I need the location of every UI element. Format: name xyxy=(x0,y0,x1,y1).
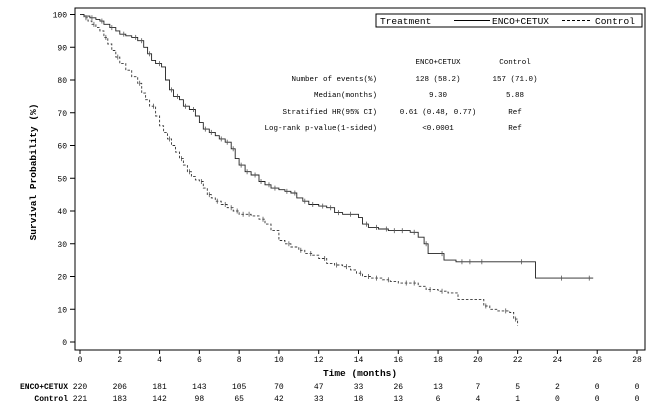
y-tick-label: 60 xyxy=(57,143,67,152)
x-tick-label: 20 xyxy=(473,356,483,365)
risk-count: 221 xyxy=(73,395,88,404)
risk-count: 6 xyxy=(436,395,441,404)
stats-row-value-enco-cetux: 9.30 xyxy=(429,92,448,100)
risk-count: 105 xyxy=(232,383,247,392)
risk-count: 65 xyxy=(234,395,244,404)
risk-count: 142 xyxy=(152,395,167,404)
risk-count: 0 xyxy=(595,383,600,392)
y-tick-label: 90 xyxy=(57,44,67,53)
stats-header-control: Control xyxy=(499,59,531,67)
legend-box: Treatment ENCO+CETUX Control xyxy=(375,13,643,28)
risk-count: 4 xyxy=(475,395,480,404)
y-axis-label: Survival Probability (%) xyxy=(28,104,39,241)
risk-count: 0 xyxy=(555,395,560,404)
stats-row-value-enco-cetux: 128 (58.2) xyxy=(415,76,460,84)
risk-count: 5 xyxy=(515,383,520,392)
risk-count: 181 xyxy=(152,383,167,392)
risk-count: 33 xyxy=(314,395,324,404)
risk-count: 47 xyxy=(314,383,324,392)
x-tick-label: 28 xyxy=(632,356,642,365)
x-tick-label: 2 xyxy=(117,356,122,365)
risk-count: 143 xyxy=(192,383,207,392)
y-tick-label: 20 xyxy=(57,274,67,283)
y-axis: 0 10 20 30 40 50 60 70 80 90 100 xyxy=(53,12,75,348)
x-tick-label: 26 xyxy=(592,356,602,365)
x-tick-label: 10 xyxy=(274,356,284,365)
risk-count: 18 xyxy=(354,395,364,404)
x-axis: 0 2 4 6 8 10 12 14 16 18 20 22 24 26 28 xyxy=(78,350,642,365)
y-tick-label: 10 xyxy=(57,306,67,315)
risk-row-label-control: Control xyxy=(34,395,68,404)
legend-label-control: Control xyxy=(595,16,635,27)
stats-row-value-control: 157 (71.0) xyxy=(492,76,537,84)
stats-row-value-control: Ref xyxy=(508,125,522,133)
x-axis-label: Time (months) xyxy=(323,368,397,379)
risk-count: 183 xyxy=(113,395,128,404)
risk-count: 33 xyxy=(354,383,364,392)
risk-count: 42 xyxy=(274,395,284,404)
plot-frame xyxy=(74,7,646,351)
y-tick-label: 80 xyxy=(57,77,67,86)
y-tick-label: 70 xyxy=(57,110,67,119)
risk-count: 7 xyxy=(475,383,480,392)
y-tick-label: 30 xyxy=(57,241,67,250)
y-tick-label: 100 xyxy=(53,12,68,21)
legend-frame xyxy=(375,13,643,28)
y-tick-label: 40 xyxy=(57,208,67,217)
stats-row-value-enco-cetux: 0.61 (0.48, 0.77) xyxy=(400,109,477,117)
risk-count: 0 xyxy=(595,395,600,404)
risk-count: 70 xyxy=(274,383,284,392)
x-tick-label: 4 xyxy=(157,356,162,365)
x-tick-label: 24 xyxy=(553,356,563,365)
risk-count: 0 xyxy=(635,395,640,404)
risk-count: 13 xyxy=(433,383,443,392)
stats-row-label: Number of events(%) xyxy=(291,76,377,84)
legend-label-enco-cetux: ENCO+CETUX xyxy=(492,16,549,27)
risk-count: 1 xyxy=(515,395,520,404)
km-curve-enco-cetux xyxy=(80,14,594,279)
risk-count: 2 xyxy=(555,383,560,392)
x-tick-label: 8 xyxy=(237,356,242,365)
x-tick-label: 12 xyxy=(314,356,324,365)
stats-row-label: Median(months) xyxy=(314,92,377,100)
x-tick-label: 14 xyxy=(354,356,364,365)
risk-count: 13 xyxy=(393,395,403,404)
risk-row-label-enco-cetux: ENCO+CETUX xyxy=(20,383,68,392)
risk-count: 0 xyxy=(635,383,640,392)
risk-count: 220 xyxy=(73,383,88,392)
x-tick-label: 0 xyxy=(78,356,83,365)
km-curve-control xyxy=(80,14,519,326)
x-tick-label: 22 xyxy=(513,356,523,365)
x-tick-label: 18 xyxy=(433,356,443,365)
stats-table: ENCO+CETUX Control Number of events(%) 1… xyxy=(264,59,537,133)
stats-row-value-control: 5.88 xyxy=(506,92,524,100)
risk-count: 26 xyxy=(393,383,403,392)
y-tick-label: 50 xyxy=(57,175,67,184)
x-tick-label: 16 xyxy=(393,356,403,365)
risk-table: ENCO+CETUX Control 220221206183181142143… xyxy=(20,383,640,404)
y-tick-label: 0 xyxy=(62,339,67,348)
legend-title: Treatment xyxy=(380,16,431,27)
survival-curves xyxy=(80,14,594,326)
stats-row-label: Log-rank p-value(1-sided) xyxy=(264,125,377,133)
risk-count: 98 xyxy=(195,395,205,404)
risk-count: 206 xyxy=(113,383,128,392)
x-tick-label: 6 xyxy=(197,356,202,365)
stats-row-value-enco-cetux: <0.0001 xyxy=(422,125,454,133)
stats-header-enco-cetux: ENCO+CETUX xyxy=(415,59,461,67)
stats-row-value-control: Ref xyxy=(508,109,522,117)
stats-row-label: Stratified HR(95% CI) xyxy=(282,109,377,117)
